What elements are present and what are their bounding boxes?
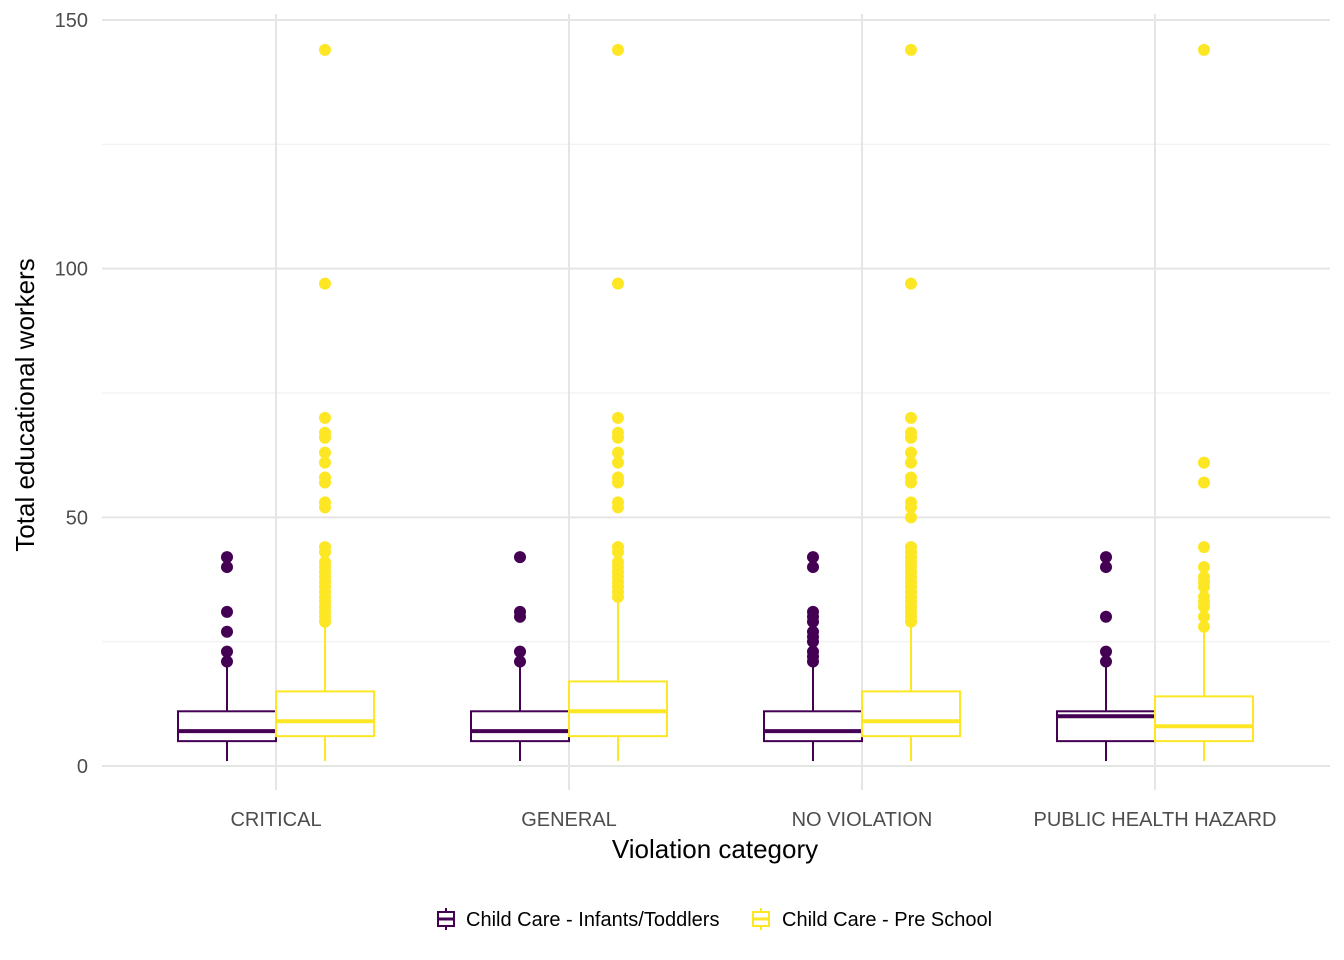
outlier-point	[807, 551, 819, 564]
box-iqr	[470, 710, 570, 743]
outlier-point	[905, 456, 917, 469]
outlier-point	[612, 426, 624, 439]
outlier-point	[807, 605, 819, 618]
outlier-point	[905, 446, 917, 459]
outlier-point	[612, 411, 624, 424]
y-axis-title: Total educational workers	[10, 258, 40, 551]
y-tick-label: 50	[66, 507, 88, 529]
outlier-point	[905, 426, 917, 439]
box-preschool	[1154, 43, 1254, 762]
outlier-point	[221, 561, 233, 574]
outlier-point	[221, 655, 233, 668]
outlier-point	[1100, 645, 1112, 658]
outlier-point	[319, 456, 331, 469]
box-infants	[763, 551, 863, 762]
outlier-point	[1198, 561, 1210, 574]
x-tick-label: GENERAL	[521, 809, 617, 831]
outlier-point	[319, 541, 331, 554]
outlier-point	[612, 446, 624, 459]
outlier-point	[514, 645, 526, 658]
outlier-point	[1100, 551, 1112, 564]
x-tick-label: CRITICAL	[230, 809, 321, 831]
outlier-point	[612, 456, 624, 469]
outlier-point	[612, 43, 624, 56]
box-iqr	[177, 710, 277, 743]
outlier-point	[1198, 541, 1210, 554]
x-axis-title: Violation category	[612, 834, 818, 864]
outlier-point	[221, 645, 233, 658]
legend-item-preschool: Child Care - Pre School	[752, 908, 992, 931]
box-preschool	[275, 43, 375, 762]
box-infants	[470, 551, 570, 762]
outlier-point	[807, 561, 819, 574]
outlier-point	[905, 541, 917, 554]
outlier-point	[905, 411, 917, 424]
outlier-point	[1198, 456, 1210, 469]
legend: Child Care - Infants/Toddlers Child Care…	[437, 908, 992, 931]
x-tick-label: PUBLIC HEALTH HAZARD	[1033, 809, 1276, 831]
outlier-point	[319, 556, 331, 569]
outlier-point	[905, 43, 917, 56]
outlier-point	[1198, 620, 1210, 633]
box-iqr	[763, 710, 863, 743]
outlier-point	[1100, 610, 1112, 623]
outlier-point	[1198, 571, 1210, 584]
outlier-point	[1100, 655, 1112, 668]
outlier-point	[905, 496, 917, 509]
outlier-point	[319, 496, 331, 509]
box-infants	[177, 551, 277, 762]
box-iqr	[861, 690, 961, 738]
box-preschool	[568, 43, 668, 762]
outlier-point	[221, 605, 233, 618]
outlier-point	[1198, 43, 1210, 56]
outlier-point	[319, 43, 331, 56]
y-tick-label: 100	[55, 259, 88, 281]
outlier-point	[905, 277, 917, 290]
x-tick-label: NO VIOLATION	[792, 809, 933, 831]
outlier-point	[319, 277, 331, 290]
grid-lines	[102, 14, 1330, 790]
outlier-point	[905, 511, 917, 524]
box-iqr	[568, 680, 668, 738]
box-infants	[1056, 551, 1156, 762]
box-iqr	[275, 690, 375, 738]
legend-label-preschool: Child Care - Pre School	[782, 909, 992, 931]
outlier-point	[612, 471, 624, 484]
legend-item-infants: Child Care - Infants/Toddlers	[437, 908, 719, 931]
outlier-point	[612, 556, 624, 569]
outlier-point	[1198, 610, 1210, 623]
outlier-point	[514, 605, 526, 618]
outlier-point	[612, 496, 624, 509]
y-axis-ticks: 0 50 100 150	[55, 10, 88, 778]
box-groups	[177, 43, 1254, 762]
outlier-point	[807, 625, 819, 638]
legend-label-infants: Child Care - Infants/Toddlers	[466, 909, 719, 931]
box-preschool	[861, 43, 961, 762]
outlier-point	[319, 446, 331, 459]
outlier-point	[612, 541, 624, 554]
outlier-point	[319, 471, 331, 484]
outlier-point	[514, 551, 526, 564]
outlier-point	[807, 645, 819, 658]
y-tick-label: 0	[77, 756, 88, 778]
outlier-point	[514, 655, 526, 668]
x-axis-ticks: CRITICAL GENERAL NO VIOLATION PUBLIC HEALTH…	[230, 809, 1276, 831]
outlier-point	[319, 411, 331, 424]
outlier-point	[319, 426, 331, 439]
y-tick-label: 150	[55, 10, 88, 32]
box-iqr	[1154, 695, 1254, 743]
outlier-point	[612, 277, 624, 290]
outlier-point	[221, 625, 233, 638]
outlier-point	[221, 551, 233, 564]
outlier-point	[905, 471, 917, 484]
outlier-point	[1198, 590, 1210, 603]
outlier-point	[1100, 561, 1112, 574]
outlier-point	[1198, 476, 1210, 489]
